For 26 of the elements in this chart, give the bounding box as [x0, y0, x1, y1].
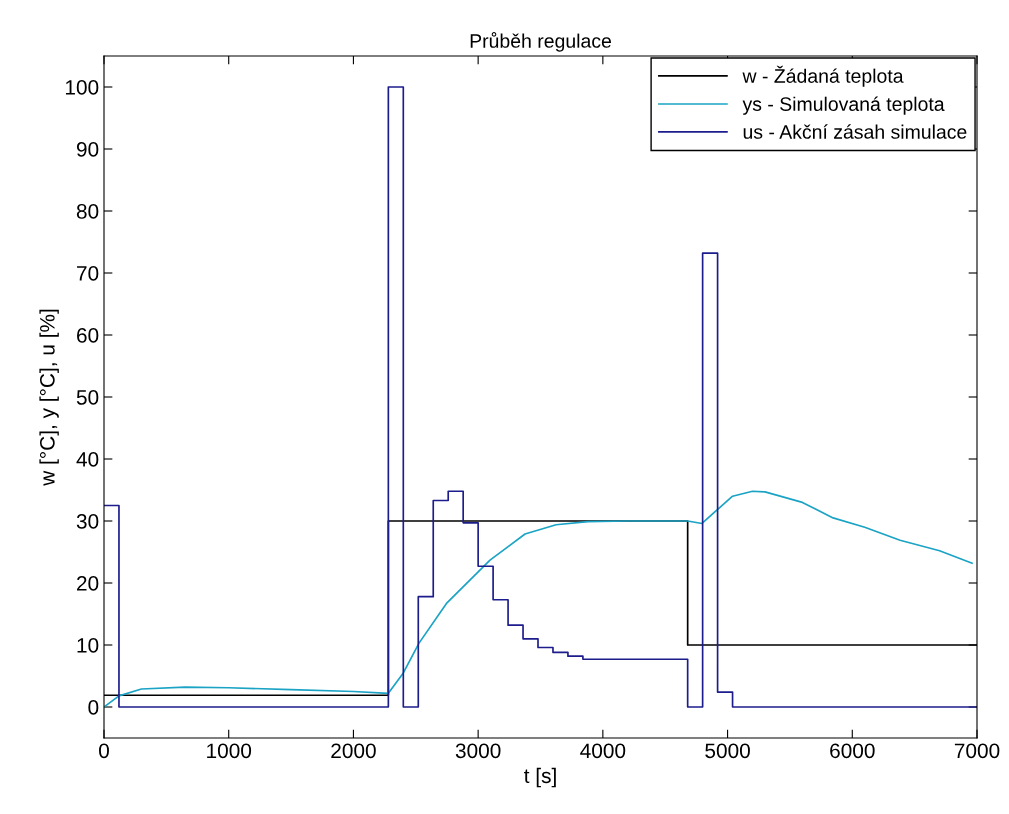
legend-label: w - Žádaná teplota [742, 65, 904, 87]
y-tick-label: 60 [77, 328, 99, 343]
x-tick-label: 5000 [705, 743, 750, 759]
x-tick-label: 0 [99, 743, 109, 759]
x-tick-label: 1000 [207, 743, 252, 759]
y-tick-label: 70 [77, 266, 99, 281]
x-tick-label: 4000 [580, 743, 626, 759]
line-series [104, 490, 973, 708]
y-tick-label: 10 [77, 638, 99, 653]
y-tick-label: 30 [76, 514, 99, 529]
x-tick-label: 3000 [455, 743, 501, 759]
chart-title: Průběh regulace [470, 31, 611, 52]
y-tick-label: 50 [76, 390, 99, 405]
x-axis-title: t [s] [524, 767, 556, 788]
y-axis-title: w [°C], y [°C], u [%] [39, 309, 59, 486]
x-tick-label: 7000 [954, 743, 1000, 759]
legend-label: ys - Simulovaná teplota [742, 96, 945, 115]
y-tick-label: 20 [77, 576, 99, 591]
y-tick-label: 0 [88, 700, 99, 715]
x-tick-label: 6000 [830, 743, 875, 759]
legend-label: us - Akční zásah simulace [743, 124, 967, 139]
y-tick-label: 40 [76, 452, 99, 467]
y-tick-label: 100 [65, 80, 99, 95]
x-tick-label: 2000 [331, 743, 376, 759]
y-tick-label: 80 [76, 204, 99, 219]
y-tick-label: 90 [76, 142, 99, 157]
